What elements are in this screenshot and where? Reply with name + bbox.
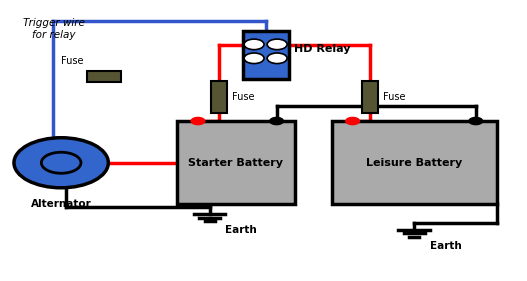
Circle shape [469,117,483,125]
Bar [331,121,497,205]
Text: Fuse: Fuse [62,56,84,66]
Circle shape [270,117,284,125]
Circle shape [244,53,264,64]
Bar [362,81,378,113]
Text: Fuse: Fuse [232,92,255,102]
Bar [242,31,289,79]
Text: Alternator: Alternator [31,199,92,209]
Bar [177,121,295,205]
Circle shape [14,138,109,188]
Text: Earth: Earth [226,225,257,235]
Circle shape [191,117,205,125]
Circle shape [267,53,287,64]
Text: Trigger wire
for relay: Trigger wire for relay [23,19,85,40]
Text: Fuse: Fuse [383,92,405,102]
Bar [211,81,227,113]
Text: Leisure Battery: Leisure Battery [366,158,462,168]
Circle shape [244,39,264,50]
Circle shape [267,39,287,50]
Text: Earth: Earth [430,241,462,251]
Circle shape [346,117,359,125]
Text: Starter Battery: Starter Battery [189,158,284,168]
Text: HD Relay: HD Relay [294,44,350,55]
Bar [86,71,121,82]
